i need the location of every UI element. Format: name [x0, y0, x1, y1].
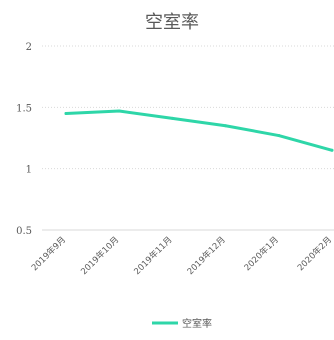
chart-title: 空室率 [145, 12, 199, 33]
y-axis-ticks: 2 1.5 1 0.5 [16, 42, 32, 237]
data-point [117, 109, 121, 113]
data-point [224, 124, 228, 128]
x-tick-label: 2020年2月 [295, 234, 334, 273]
series-line [64, 109, 334, 152]
x-tick-label: 2019年10月 [79, 234, 122, 277]
legend-label: 空室率 [182, 317, 212, 330]
y-tick-label: 1 [26, 165, 32, 176]
data-point [64, 111, 68, 115]
y-tick-label: 2 [26, 42, 32, 53]
x-tick-label: 2019年11月 [132, 234, 175, 277]
data-point [330, 148, 334, 152]
data-point [277, 134, 281, 138]
gridlines [42, 45, 334, 231]
x-tick-label: 2019年9月 [29, 234, 68, 273]
x-tick-label: 2019年12月 [185, 234, 228, 277]
x-tick-label: 2020年1月 [242, 234, 281, 273]
y-tick-label: 1.5 [16, 103, 32, 114]
data-point [170, 116, 174, 120]
legend: 空室率 [152, 317, 212, 330]
series-layer [64, 109, 334, 152]
y-tick-label: 0.5 [16, 226, 32, 237]
x-axis-ticks: 2019年9月 2019年10月 2019年11月 2019年12月 2020年1月 20… [29, 234, 334, 277]
